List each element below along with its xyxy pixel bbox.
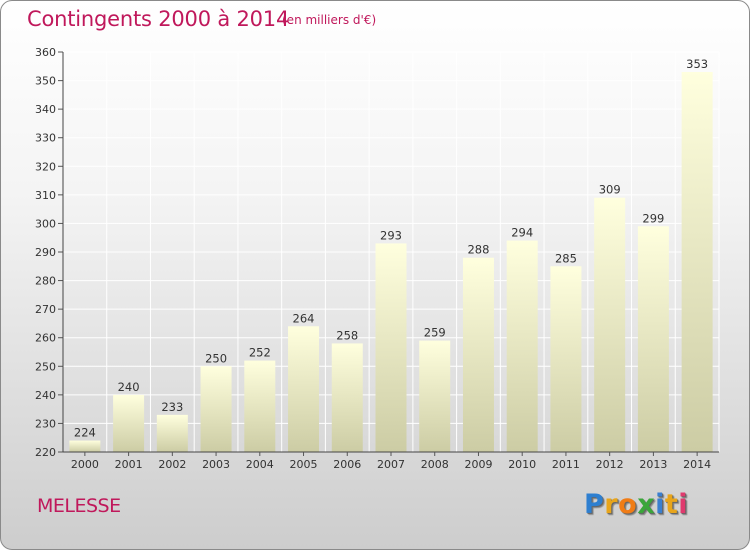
x-tick-label: 2005 bbox=[290, 458, 318, 471]
bar[interactable] bbox=[462, 257, 494, 452]
x-tick-label: 2004 bbox=[246, 458, 274, 471]
bar-value-label: 264 bbox=[293, 311, 315, 325]
x-tick-label: 2012 bbox=[596, 458, 624, 471]
x-tick-label: 2003 bbox=[202, 458, 230, 471]
bar-value-label: 240 bbox=[118, 380, 140, 394]
y-tick-label: 240 bbox=[35, 389, 56, 402]
bar-value-label: 309 bbox=[599, 183, 621, 197]
y-tick-label: 230 bbox=[35, 417, 56, 430]
place-name: MELESSE bbox=[37, 495, 121, 517]
x-tick-label: 2014 bbox=[683, 458, 711, 471]
x-tick-label: 2009 bbox=[464, 458, 492, 471]
x-tick-label: 2008 bbox=[421, 458, 449, 471]
bar[interactable] bbox=[331, 343, 363, 452]
logo-letter: i bbox=[678, 489, 689, 520]
y-tick-label: 340 bbox=[35, 103, 56, 116]
x-tick-label: 2006 bbox=[333, 458, 361, 471]
bar-value-label: 250 bbox=[205, 351, 227, 365]
y-tick-label: 270 bbox=[35, 303, 56, 316]
bar[interactable] bbox=[506, 240, 538, 452]
x-tick-label: 2013 bbox=[639, 458, 667, 471]
x-tick-label: 2001 bbox=[115, 458, 143, 471]
y-tick-label: 310 bbox=[35, 189, 56, 202]
y-tick-label: 260 bbox=[35, 332, 56, 345]
bar[interactable] bbox=[113, 394, 145, 452]
bar[interactable] bbox=[594, 197, 626, 452]
bar[interactable] bbox=[375, 243, 407, 452]
logo-letter: P bbox=[584, 489, 605, 520]
y-tick-label: 350 bbox=[35, 75, 56, 88]
bar[interactable] bbox=[419, 340, 451, 452]
bar[interactable] bbox=[550, 266, 582, 452]
y-tick-label: 250 bbox=[35, 360, 56, 373]
bar[interactable] bbox=[288, 326, 320, 452]
bar-value-label: 285 bbox=[555, 251, 577, 265]
chart-subtitle: (en milliers d'€) bbox=[282, 13, 377, 27]
logo-letter: o bbox=[618, 489, 638, 520]
chart-title: Contingents 2000 à 2014 bbox=[27, 7, 290, 31]
proxiti-logo[interactable]: Proxiti bbox=[584, 489, 688, 520]
x-tick-label: 2007 bbox=[377, 458, 405, 471]
logo-letter: r bbox=[604, 489, 619, 520]
bar[interactable] bbox=[244, 360, 276, 452]
bar[interactable] bbox=[200, 366, 232, 452]
bar-value-label: 299 bbox=[642, 211, 664, 225]
bar-value-label: 288 bbox=[467, 243, 489, 257]
bar-value-label: 353 bbox=[686, 57, 708, 71]
bar[interactable] bbox=[69, 440, 101, 452]
y-tick-label: 330 bbox=[35, 132, 56, 145]
bar-value-label: 294 bbox=[511, 226, 533, 240]
y-tick-label: 320 bbox=[35, 160, 56, 173]
bar-value-label: 224 bbox=[74, 426, 96, 440]
bar[interactable] bbox=[156, 414, 188, 452]
y-tick-label: 220 bbox=[35, 446, 56, 459]
logo-letter: x bbox=[637, 489, 656, 520]
y-tick-label: 290 bbox=[35, 246, 56, 259]
bar[interactable] bbox=[637, 226, 669, 452]
x-tick-label: 2010 bbox=[508, 458, 536, 471]
logo-letter: i bbox=[655, 489, 665, 520]
x-tick-label: 2002 bbox=[158, 458, 186, 471]
y-tick-label: 280 bbox=[35, 275, 56, 288]
bar-value-label: 293 bbox=[380, 228, 402, 242]
bar-value-label: 252 bbox=[249, 346, 271, 360]
bar-value-label: 258 bbox=[336, 328, 358, 342]
bar-value-label: 233 bbox=[161, 400, 183, 414]
x-tick-label: 2011 bbox=[552, 458, 580, 471]
logo-letter: t bbox=[664, 489, 679, 520]
y-tick-label: 360 bbox=[35, 46, 56, 59]
y-tick-label: 300 bbox=[35, 217, 56, 230]
x-tick-label: 2000 bbox=[71, 458, 99, 471]
bar-value-label: 259 bbox=[424, 326, 446, 340]
bar[interactable] bbox=[681, 72, 713, 452]
